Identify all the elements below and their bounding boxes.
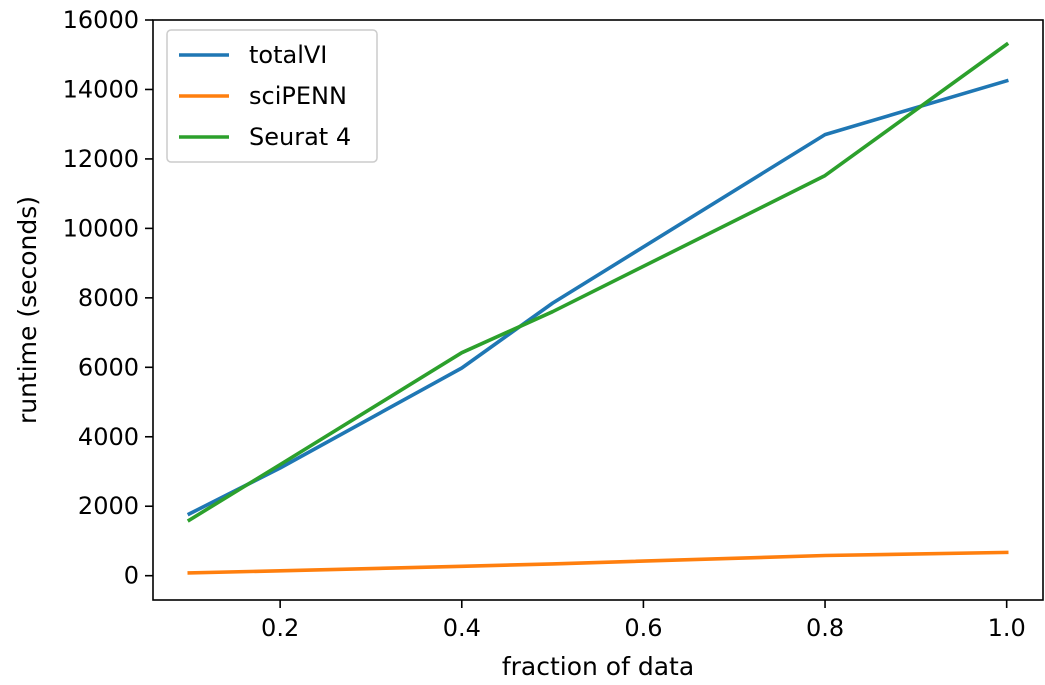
legend-label: totalVI [249, 41, 327, 69]
y-tick-label: 4000 [78, 423, 139, 451]
y-axis-label: runtime (seconds) [13, 196, 42, 424]
tick-layer: 0.2 0.4 0.6 0.8 1.0 0 2000 4000 6000 8000 10000 120… [63, 6, 1026, 642]
legend-items: totalVI sciPENN Seurat 4 [179, 41, 351, 151]
x-tick-label: 0.6 [624, 614, 662, 642]
legend-label: sciPENN [249, 82, 347, 110]
x-tick-label: 0.8 [806, 614, 844, 642]
y-tick-label: 16000 [63, 6, 139, 34]
legend-box [166, 29, 378, 163]
series-lines [186, 41, 1010, 575]
y-tick-label: 12000 [63, 145, 139, 173]
y-tick-label: 0 [124, 562, 139, 590]
y-tick-label: 2000 [78, 492, 139, 520]
legend: totalVI sciPENN Seurat 4 [166, 29, 378, 163]
axes-frame [152, 19, 1044, 601]
y-tick-label: 14000 [63, 75, 139, 103]
y-tick-label: 8000 [78, 284, 139, 312]
series-line-scipenn [187, 550, 1009, 575]
legend-label: Seurat 4 [249, 123, 351, 151]
x-tick-label: 0.4 [443, 614, 481, 642]
x-axis-label: fraction of data [502, 652, 694, 681]
y-tick-label: 10000 [63, 214, 139, 242]
x-tick-label: 1.0 [988, 614, 1026, 642]
x-tick-label: 0.2 [261, 614, 299, 642]
y-tick-label: 6000 [78, 353, 139, 381]
series-line-seurat-4 [186, 41, 1010, 523]
